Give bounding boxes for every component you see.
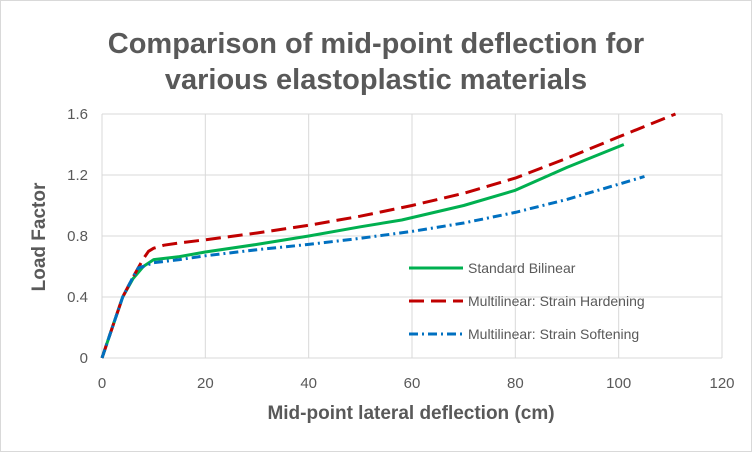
legend-label-3: Multilinear: Strain Softening: [468, 326, 639, 342]
x-axis-title: Mid-point lateral deflection (cm): [267, 403, 554, 424]
y-tick-label: 1.2: [67, 167, 88, 184]
legend-label-2: Multilinear: Strain Hardening: [468, 293, 645, 309]
x-tick-label: 60: [404, 375, 421, 392]
x-tick-label: 40: [300, 375, 317, 392]
gridlines: [101, 113, 723, 359]
tick-labels: 0 0.4 0.8 1.2 1.6 0 20 40 60 80 100 120: [67, 106, 734, 392]
y-tick-label: 0: [80, 350, 88, 367]
y-axis-title: Load Factor: [29, 182, 50, 291]
y-tick-label: 0.8: [67, 228, 88, 245]
chart-title-line-1: Comparison of mid-point deflection for: [108, 28, 644, 60]
y-tick-label: 1.6: [67, 106, 88, 123]
x-tick-label: 0: [98, 375, 106, 392]
x-tick-label: 80: [507, 375, 524, 392]
series-line-2: [100, 112, 677, 359]
series-line-3: [100, 175, 645, 359]
series-lines: [100, 112, 677, 359]
chart-title-line-2: various elastoplastic materials: [165, 64, 587, 96]
x-tick-label: 20: [197, 375, 214, 392]
x-tick-label: 100: [606, 375, 631, 392]
x-tick-label: 120: [709, 375, 734, 392]
y-tick-label: 0.4: [67, 289, 88, 306]
legend: Standard Bilinear Multilinear: Strain Har…: [409, 260, 645, 342]
legend-label-1: Standard Bilinear: [468, 260, 576, 276]
